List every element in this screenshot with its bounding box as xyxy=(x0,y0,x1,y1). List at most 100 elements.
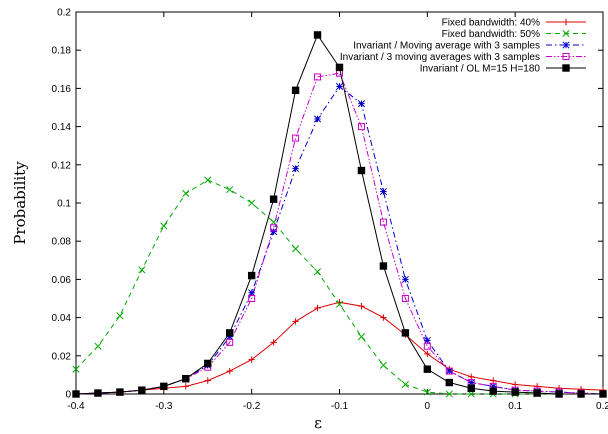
data-point xyxy=(445,390,453,398)
series-markers xyxy=(72,31,607,398)
data-point xyxy=(562,41,570,49)
data-point xyxy=(467,378,475,387)
data-point xyxy=(270,224,278,232)
data-point xyxy=(335,63,344,72)
data-point xyxy=(226,338,234,346)
data-point xyxy=(248,199,256,207)
data-point xyxy=(314,304,321,312)
data-point xyxy=(357,100,366,108)
data-point xyxy=(335,300,344,308)
data-point xyxy=(72,365,80,373)
data-point xyxy=(226,367,233,375)
data-point xyxy=(468,373,475,381)
data-point xyxy=(269,195,278,203)
legend-item: Fixed bandwidth: 40% xyxy=(442,18,586,29)
data-point xyxy=(313,31,322,39)
data-point xyxy=(357,333,366,341)
data-point xyxy=(599,390,607,398)
x-tick-label: 0.1 xyxy=(508,401,522,412)
data-point xyxy=(533,389,541,397)
x-axis-label: ε xyxy=(314,414,322,432)
data-point xyxy=(292,245,300,253)
data-point xyxy=(401,275,409,283)
data-point xyxy=(562,18,570,26)
legend-label: Invariant / 3 moving averages with 3 sam… xyxy=(340,52,540,63)
data-point xyxy=(138,266,146,274)
data-point xyxy=(467,384,475,392)
data-point xyxy=(490,377,497,384)
data-point xyxy=(292,318,299,325)
data-point xyxy=(562,29,570,38)
data-point xyxy=(248,295,256,302)
data-point xyxy=(357,166,366,175)
data-point xyxy=(358,302,365,310)
y-tick-label: 0.04 xyxy=(52,313,72,324)
data-point xyxy=(292,134,300,142)
data-point xyxy=(94,342,102,350)
legend-label: Fixed bandwidth: 50% xyxy=(442,29,541,40)
data-point xyxy=(423,365,432,373)
series-line xyxy=(75,72,604,395)
data-point xyxy=(116,312,124,320)
data-point xyxy=(577,390,585,398)
legend-item: Fixed bandwidth: 50% xyxy=(442,29,586,40)
data-point xyxy=(401,295,409,302)
legend-item: Invariant / 3 moving averages with 3 sam… xyxy=(340,52,586,63)
data-point xyxy=(226,186,234,194)
x-tick-label: -0.1 xyxy=(331,401,349,412)
y-tick-label: 0.18 xyxy=(52,46,72,57)
data-point xyxy=(379,262,388,270)
data-point xyxy=(445,367,453,375)
data-point xyxy=(116,388,124,396)
data-point xyxy=(270,339,277,346)
data-point xyxy=(423,342,431,350)
data-point xyxy=(445,367,453,375)
data-point xyxy=(313,268,322,276)
data-point xyxy=(379,361,387,369)
data-point xyxy=(423,388,431,396)
y-tick-label: 0.1 xyxy=(57,199,71,210)
x-tick-label: -0.2 xyxy=(243,401,261,412)
y-tick-label: 0 xyxy=(65,390,71,401)
y-tick-label: 0.2 xyxy=(57,8,71,19)
data-point xyxy=(401,380,409,389)
data-point xyxy=(204,176,212,184)
data-point xyxy=(270,218,278,226)
data-point xyxy=(401,329,410,337)
data-point xyxy=(511,388,519,396)
series-line xyxy=(75,85,604,395)
data-point xyxy=(182,189,190,198)
data-point xyxy=(248,356,255,363)
data-point xyxy=(562,53,570,60)
data-point xyxy=(270,228,278,236)
data-point xyxy=(247,271,256,280)
y-tick-label: 0.12 xyxy=(52,160,72,171)
y-tick-label: 0.16 xyxy=(52,84,72,95)
legend-label: Invariant / Moving average with 3 sample… xyxy=(353,41,540,52)
legend: Fixed bandwidth: 40%Fixed bandwidth: 50%… xyxy=(340,18,586,75)
series-line xyxy=(75,179,603,395)
data-point xyxy=(314,73,322,81)
data-point xyxy=(489,382,497,390)
data-point xyxy=(138,386,146,394)
x-tick-label: -0.4 xyxy=(67,401,85,412)
data-point xyxy=(379,218,387,226)
data-point xyxy=(292,165,300,173)
data-point xyxy=(445,378,453,387)
legend-item: Invariant / Moving average with 3 sample… xyxy=(353,41,586,52)
data-point xyxy=(182,383,189,390)
data-point xyxy=(357,123,365,131)
data-point xyxy=(489,387,497,395)
x-tick-label: -0.3 xyxy=(155,401,173,412)
data-point xyxy=(335,82,344,91)
data-point xyxy=(72,390,80,398)
legend-label: Fixed bandwidth: 40% xyxy=(442,18,541,29)
data-point xyxy=(562,64,570,72)
y-tick-label: 0.14 xyxy=(52,122,72,133)
data-point xyxy=(160,222,168,230)
data-point xyxy=(424,350,431,358)
y-tick-label: 0.02 xyxy=(52,351,72,362)
data-point xyxy=(182,375,190,383)
